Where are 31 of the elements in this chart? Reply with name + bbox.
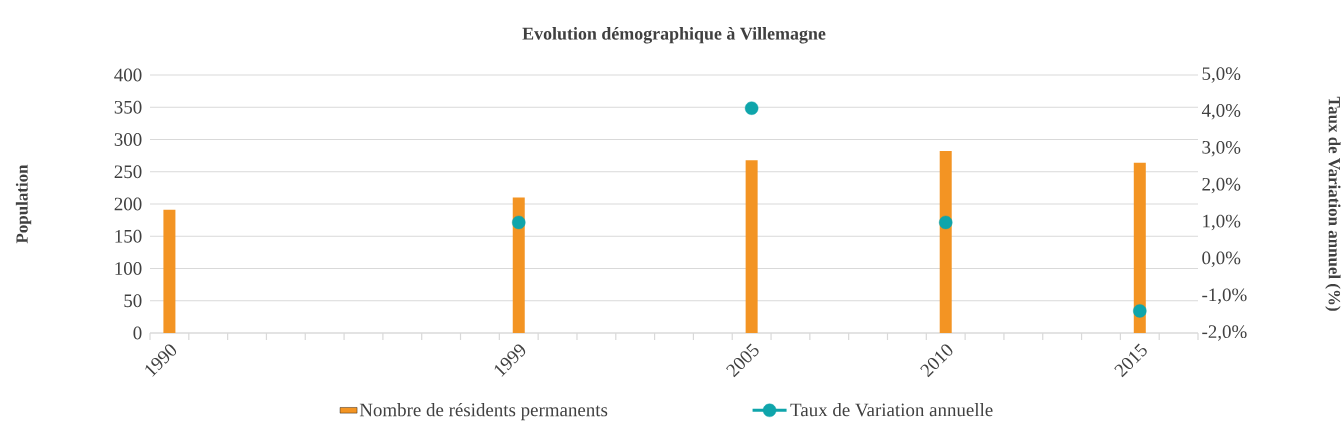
legend-label: Nombre de résidents permanents bbox=[359, 402, 608, 421]
y2-tick-label: -1,0% bbox=[1202, 288, 1247, 304]
bar bbox=[939, 151, 952, 333]
point bbox=[744, 101, 759, 115]
point bbox=[939, 215, 953, 230]
y2-axis-title: Taux de Variation annuel (%) bbox=[1325, 96, 1341, 311]
y-tick-label: 0 bbox=[133, 326, 142, 340]
y-tick-label: 350 bbox=[114, 100, 142, 114]
point bbox=[1133, 304, 1147, 318]
bar bbox=[745, 160, 758, 333]
bar bbox=[512, 197, 525, 333]
y-tick-label: 200 bbox=[114, 197, 142, 211]
y2-tick-label: 0,0% bbox=[1202, 251, 1241, 268]
y2-tick-label: 4,0% bbox=[1201, 104, 1241, 120]
y-tick-label: 300 bbox=[114, 133, 142, 146]
y-axis-title: Population bbox=[15, 164, 32, 244]
legend-label: Taux de Variation annuelle bbox=[790, 402, 993, 417]
y2-tick-label: 5,0% bbox=[1202, 67, 1241, 83]
y2-tick-label: 1,0% bbox=[1203, 214, 1241, 231]
y-tick-label: 400 bbox=[114, 68, 142, 82]
bar bbox=[163, 209, 176, 333]
y2-tick-label: 3,0% bbox=[1202, 140, 1241, 157]
y-tick-label: 150 bbox=[115, 229, 142, 243]
y2-tick-label: -2,0% bbox=[1202, 325, 1247, 341]
chart-title: Evolution démographique à Villemagne bbox=[522, 27, 826, 44]
y-tick-label: 250 bbox=[114, 165, 142, 179]
y-tick-label: 100 bbox=[115, 262, 142, 275]
point bbox=[512, 215, 526, 230]
y-tick-label: 50 bbox=[124, 294, 142, 308]
y2-tick-label: 2,0% bbox=[1202, 177, 1241, 194]
bar bbox=[1133, 162, 1146, 333]
